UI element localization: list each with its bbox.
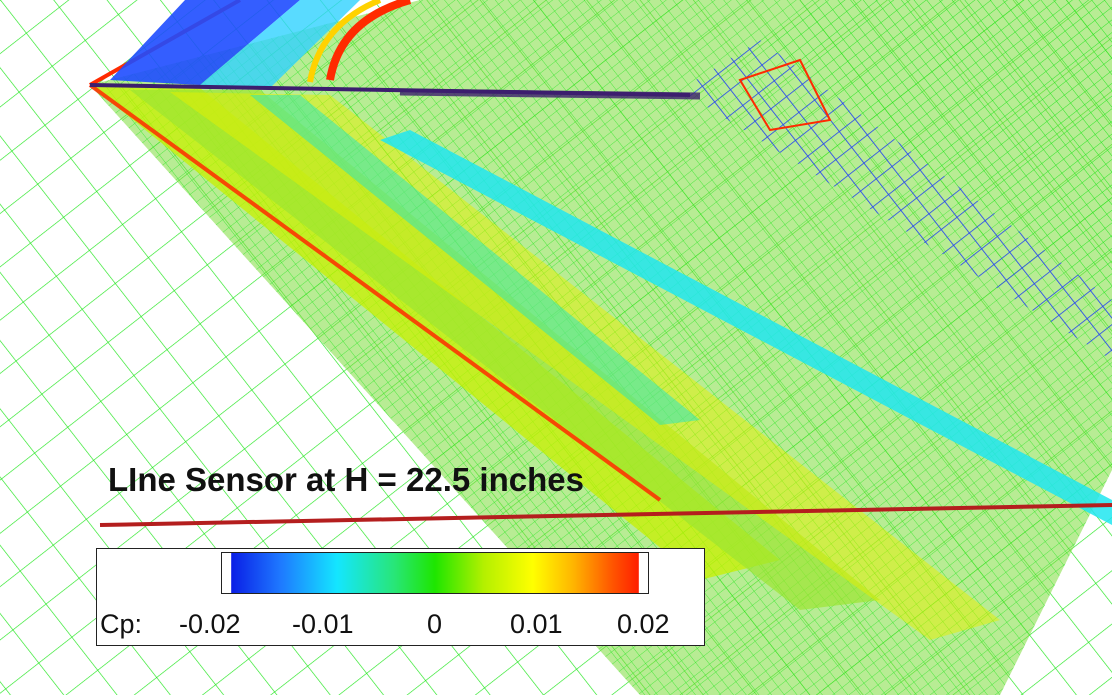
upper-right-blue-mesh (680, 40, 1112, 360)
upper-right-red-patch (738, 58, 832, 132)
upper-yellow-arc (307, 0, 382, 83)
upper-right-color-mesh (760, 0, 1112, 300)
line-sensor (99, 503, 1112, 527)
body-line-wake (399, 88, 701, 100)
legend-tick-4: 0.01 (510, 609, 563, 639)
legend-tick-3: 0 (427, 609, 443, 639)
legend-tick-1: -0.02 (179, 609, 241, 639)
legend-tick-5: 0.02 (617, 609, 670, 639)
expansion-streak-2 (250, 95, 700, 425)
expansion-streak (380, 130, 1112, 525)
upper-cyan-region (200, 0, 360, 88)
line-sensor-label: LIne Sensor at H = 22.5 inches (108, 461, 584, 498)
leading-shock-line (88, 83, 662, 502)
compression-band-2 (130, 90, 880, 610)
upper-red-arc (326, 0, 412, 81)
upper-expansion-region (110, 0, 300, 85)
legend-tick-2: -0.01 (292, 609, 354, 639)
legend-variable-label: Cp: (100, 609, 143, 639)
colorbar-legend: Cp: -0.02 -0.01 0 0.01 0.02 (96, 548, 705, 646)
compression-band-3 (170, 92, 1000, 640)
colorbar-gradient (221, 552, 649, 594)
